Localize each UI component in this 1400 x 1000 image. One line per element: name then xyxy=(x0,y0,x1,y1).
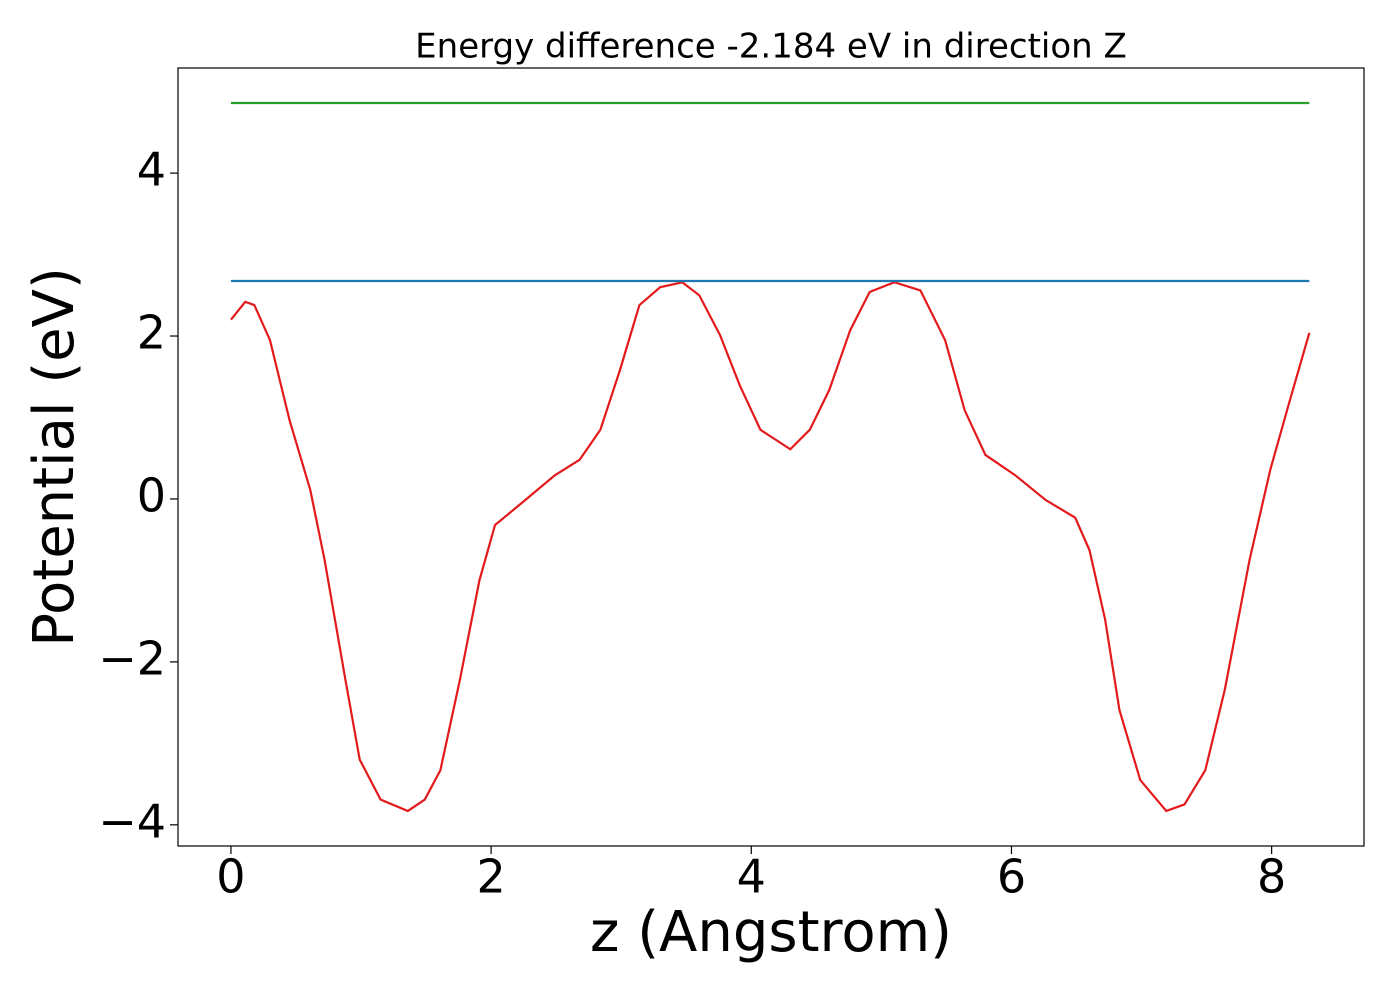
x-tick-label: 0 xyxy=(216,850,245,904)
chart-title: Energy difference -2.184 eV in direction… xyxy=(415,27,1127,67)
x-tick-label: 2 xyxy=(476,850,505,904)
y-tick-label: 4 xyxy=(137,143,166,197)
y-tick-label: 2 xyxy=(137,306,166,360)
x-tick-label: 6 xyxy=(997,850,1026,904)
y-tick-label: 0 xyxy=(137,468,166,522)
x-tick-label: 4 xyxy=(737,850,766,904)
x-tick-label: 8 xyxy=(1257,850,1286,904)
x-axis-label: z (Angstrom) xyxy=(590,900,952,965)
data-line xyxy=(230,281,1311,813)
y-tick-label: −2 xyxy=(98,631,166,685)
y-tick-label: −4 xyxy=(98,794,166,848)
plot-frame xyxy=(177,67,1365,847)
y-axis-label: Potential (eV) xyxy=(22,267,87,647)
